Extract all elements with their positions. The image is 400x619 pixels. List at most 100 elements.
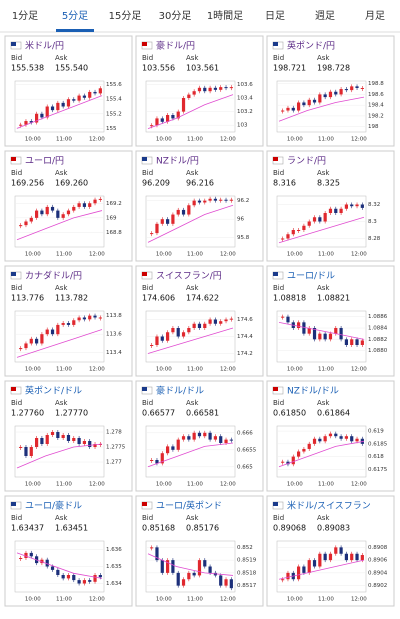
tab[interactable]: 15分足 — [109, 10, 142, 22]
y-tick-label: 0.665 — [237, 464, 253, 470]
candle — [150, 345, 154, 346]
candle — [19, 348, 23, 350]
card-title[interactable]: 米ドル/スイスフラン — [287, 500, 371, 512]
card-title[interactable]: ランド/円 — [287, 156, 326, 167]
card-title[interactable]: カナダドル/円 — [25, 270, 82, 282]
y-tick-label: 1.636 — [106, 547, 122, 553]
candle — [224, 199, 228, 201]
candle — [344, 339, 349, 345]
candle — [40, 113, 44, 118]
candle — [24, 121, 28, 125]
candle — [219, 575, 223, 586]
candle — [66, 575, 71, 579]
candle — [56, 210, 60, 218]
candle — [344, 553, 349, 561]
ask-label: Ask — [55, 54, 68, 62]
tab[interactable]: 1分足 — [12, 10, 38, 22]
card-title[interactable]: 英ポンド/円 — [287, 40, 335, 52]
card-title[interactable]: ユーロ/ドル — [287, 272, 335, 282]
moving-average — [16, 210, 103, 241]
y-tick-label: 0.8519 — [237, 558, 257, 564]
card-title[interactable]: NZドル/円 — [156, 156, 199, 167]
candle — [82, 317, 87, 320]
candle — [45, 435, 49, 444]
candle — [312, 438, 317, 444]
x-tick-label: 12:00 — [89, 252, 105, 258]
flag-mark — [142, 272, 147, 276]
candle — [66, 323, 71, 325]
x-tick-label: 10:00 — [25, 482, 41, 488]
candle — [72, 438, 76, 441]
candle — [286, 461, 290, 465]
candle — [286, 572, 290, 580]
y-tick-label: 198.6 — [368, 92, 384, 98]
tab[interactable]: 日足 — [265, 10, 285, 22]
bid-label: Bid — [273, 284, 284, 292]
y-tick-label: 174.2 — [237, 351, 253, 357]
bid-label: Bid — [273, 399, 284, 407]
flag-mark — [273, 502, 278, 506]
candle — [187, 94, 191, 98]
candle — [229, 87, 233, 89]
chart-frame — [276, 310, 367, 363]
y-tick-label: 8.32 — [368, 202, 380, 208]
candle — [24, 552, 28, 558]
candle — [24, 447, 28, 456]
y-tick-label: 8.3 — [368, 219, 377, 225]
tab[interactable]: 月足 — [365, 10, 385, 22]
candle — [160, 336, 164, 341]
candle — [307, 443, 311, 449]
card-title[interactable]: 米ドル/円 — [25, 40, 64, 52]
candle — [98, 88, 102, 94]
candle — [339, 328, 343, 340]
candle — [93, 575, 97, 582]
card-title[interactable]: ユーロ/豪ドル — [25, 500, 82, 512]
candle — [339, 89, 343, 95]
bid-label: Bid — [273, 169, 284, 177]
candle — [224, 87, 228, 89]
candle — [328, 333, 333, 340]
candle — [350, 86, 354, 91]
ask-label: Ask — [186, 284, 199, 292]
card-title[interactable]: スイスフラン/円 — [156, 271, 222, 282]
tab[interactable]: 5分足 — [62, 10, 88, 22]
y-tick-label: 95.8 — [237, 235, 250, 241]
candle — [208, 319, 212, 324]
candle — [155, 223, 159, 234]
candle — [77, 438, 81, 444]
candle — [77, 580, 81, 584]
card-title[interactable]: ユーロ/円 — [25, 156, 64, 167]
candle — [50, 432, 55, 435]
tab[interactable]: 1時間足 — [207, 10, 243, 22]
y-tick-label: 198.4 — [368, 103, 384, 109]
card-title[interactable]: NZドル/ドル — [287, 387, 339, 397]
candle — [281, 461, 285, 463]
candle — [203, 87, 207, 92]
candle — [339, 208, 343, 213]
flag-mark — [273, 387, 278, 391]
bid-label: Bid — [273, 514, 284, 522]
card-title[interactable]: 英ポンド/ドル — [25, 385, 82, 397]
card-title[interactable]: 豪ドル/ドル — [156, 385, 204, 397]
x-tick-label: 12:00 — [351, 367, 367, 373]
candle — [56, 324, 60, 335]
candle — [219, 436, 223, 443]
card-title[interactable]: 豪ドル/円 — [156, 40, 195, 52]
candle — [334, 433, 338, 437]
candle — [34, 338, 39, 344]
tab[interactable]: 30分足 — [159, 10, 192, 22]
candle — [355, 86, 359, 88]
moving-average — [278, 321, 365, 340]
bid-label: Bid — [142, 399, 153, 407]
x-tick-label: 10:00 — [25, 252, 41, 258]
candle — [93, 91, 97, 94]
y-tick-label: 1.277 — [106, 460, 122, 466]
candle — [350, 339, 354, 345]
bid-value: 174.606 — [142, 294, 175, 303]
candle — [155, 336, 159, 345]
y-tick-label: 113.4 — [106, 350, 122, 356]
candle — [24, 221, 28, 226]
tab[interactable]: 週足 — [315, 10, 335, 22]
card-title[interactable]: ユーロ/英ポンド — [156, 500, 222, 512]
flag-mark — [142, 502, 147, 506]
